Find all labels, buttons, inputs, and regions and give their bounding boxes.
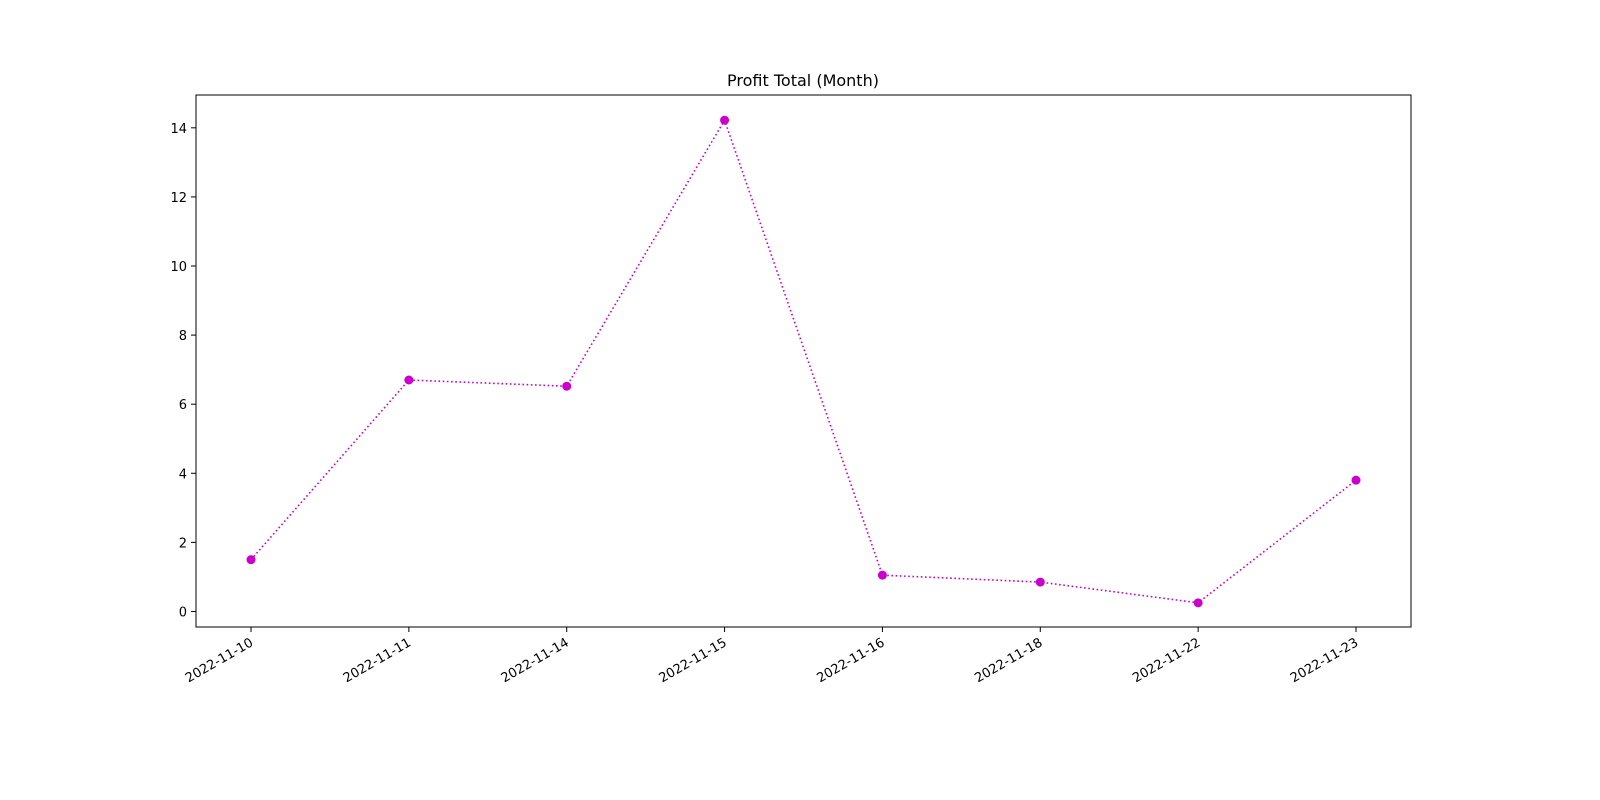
x-tick-label: 2022-11-10	[183, 635, 256, 686]
data-point	[1035, 577, 1045, 587]
y-tick-label: 8	[179, 329, 187, 344]
x-tick-label: 2022-11-22	[1130, 635, 1203, 686]
data-point	[562, 381, 572, 391]
series-line	[250, 118, 1357, 604]
data-point	[720, 115, 730, 125]
x-tick-label: 2022-11-11	[341, 635, 414, 686]
y-tick-label: 6	[179, 398, 187, 413]
x-tick-label: 2022-11-18	[972, 635, 1045, 686]
y-tick-label: 2	[179, 536, 187, 551]
y-tick-label: 12	[170, 191, 187, 206]
chart-title: Profit Total (Month)	[727, 71, 879, 90]
plot-frame	[195, 94, 1412, 628]
x-tick-label: 2022-11-14	[499, 635, 572, 686]
data-point	[877, 570, 887, 580]
y-tick-label: 4	[179, 467, 187, 482]
x-tick-label: 2022-11-15	[657, 635, 730, 686]
plot-series	[246, 115, 1361, 608]
y-tick-label: 10	[170, 260, 187, 275]
y-tick-label: 14	[170, 122, 187, 137]
data-point	[1351, 475, 1361, 485]
x-tick-label: 2022-11-23	[1288, 635, 1361, 686]
x-axis: 2022-11-10 2022-11-11 2022-11-14 2022-11-15…	[183, 627, 1361, 686]
data-point	[246, 555, 256, 565]
data-point	[1193, 598, 1203, 608]
y-tick-label: 0	[179, 605, 187, 620]
data-point	[404, 375, 414, 385]
x-tick-label: 2022-11-16	[814, 635, 887, 686]
y-axis: 0 2 4 6 8 10 12 14	[170, 122, 196, 620]
